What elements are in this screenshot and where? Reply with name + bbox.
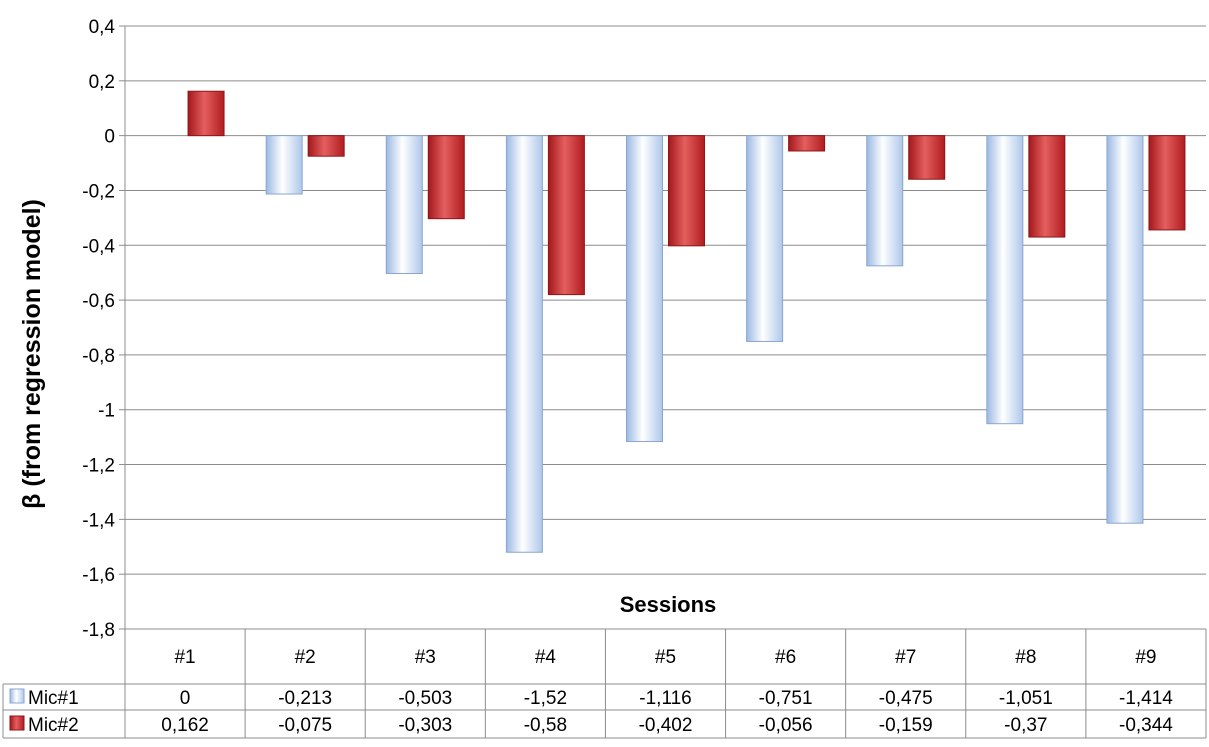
y-tick-label: 0,2 [89, 72, 115, 93]
table-value-cell: -0,213 [278, 688, 332, 709]
table-header-cell: #9 [1135, 647, 1156, 668]
table-value-cell: -0,344 [1119, 715, 1173, 736]
y-tick-label: -0,2 [82, 181, 115, 202]
bars [187, 90, 1186, 553]
bar-mic2-7 [908, 135, 946, 180]
table-header-cell: #8 [1015, 647, 1036, 668]
table-value-cell: -0,751 [759, 688, 813, 709]
table-header-cell: #5 [655, 647, 676, 668]
table-value-cell: -0,159 [879, 715, 933, 736]
table-value-cell: -0,056 [759, 715, 813, 736]
table-value-cell: 0 [180, 688, 191, 709]
y-tick-label: -1,8 [82, 620, 115, 641]
bar-mic1-4 [505, 135, 543, 553]
table-header-cell: #3 [415, 647, 436, 668]
bar-mic2-6 [788, 135, 826, 152]
table-value-cell: -1,52 [524, 688, 567, 709]
table-value-cell: -0,303 [398, 715, 452, 736]
y-tick-label: -0,6 [82, 291, 115, 312]
y-axis-ticks: 0,4 0,2 0 -0,2 -0,4 -0,6 -0,8 -1 -1,2 -1,4 -1,6 -1,… [82, 17, 115, 641]
legend-label-mic1: Mic#1 [28, 688, 79, 709]
y-tick-label: -1,4 [82, 510, 115, 531]
y-tick-label: -1 [98, 401, 115, 422]
legend-key-mic1 [9, 688, 25, 704]
table-value-cell: -0,503 [398, 688, 452, 709]
bar-mic2-9 [1148, 135, 1186, 231]
bar-mic2-2 [307, 135, 345, 157]
table-header-cell: #7 [895, 647, 916, 668]
table-header-cell: #2 [295, 647, 316, 668]
y-tick-label: -0,4 [82, 236, 115, 257]
table-value-cell: -1,116 [639, 688, 691, 709]
bar-mic1-5 [626, 135, 663, 443]
y-tick-label: 0,4 [89, 17, 116, 38]
y-axis-title: β (from regression model) [18, 199, 46, 509]
y-tick-label: -0,8 [82, 346, 115, 367]
x-axis-title: Sessions [620, 592, 717, 617]
bar-mic1-9 [1106, 135, 1144, 524]
y-tick-label: -1,2 [82, 456, 115, 477]
bar-mic2-8 [1028, 135, 1066, 238]
table-value-cell: -1,051 [999, 688, 1053, 709]
table-value-cell: -0,37 [1004, 715, 1047, 736]
table-value-cell: -0,402 [639, 715, 693, 736]
bar-mic1-6 [746, 135, 784, 342]
bar-mic1-2 [265, 135, 303, 195]
table-value-cell: -0,075 [278, 715, 332, 736]
bar-mic2-4 [547, 135, 585, 296]
y-tick-label: 0 [104, 127, 115, 148]
bar-mic2-1 [187, 90, 225, 137]
bar-mic2-3 [427, 135, 465, 220]
table-header-cell: #1 [174, 647, 195, 668]
table-value-cell: -0,58 [524, 715, 567, 736]
bar-mic2-5 [668, 135, 705, 247]
bar-mic1-8 [986, 135, 1024, 425]
y-tick-label: -1,6 [82, 565, 115, 586]
table-value-cell: 0,162 [161, 715, 209, 736]
legend-label-mic2: Mic#2 [28, 715, 79, 736]
table-header-cell: #4 [535, 647, 557, 668]
data-table: #1 #2 #3 #4 #5 #6 #7 #8 #9 Mic#1 0 -0,213 -0,503 -1,5… [2, 628, 1207, 739]
table-header-cell: #6 [775, 647, 796, 668]
legend-key-mic2 [9, 715, 25, 731]
table-value-cell: -0,475 [879, 688, 933, 709]
table-value-cell: -1,414 [1119, 688, 1173, 709]
bar-mic1-3 [385, 135, 423, 275]
bar-mic1-7 [866, 135, 904, 267]
